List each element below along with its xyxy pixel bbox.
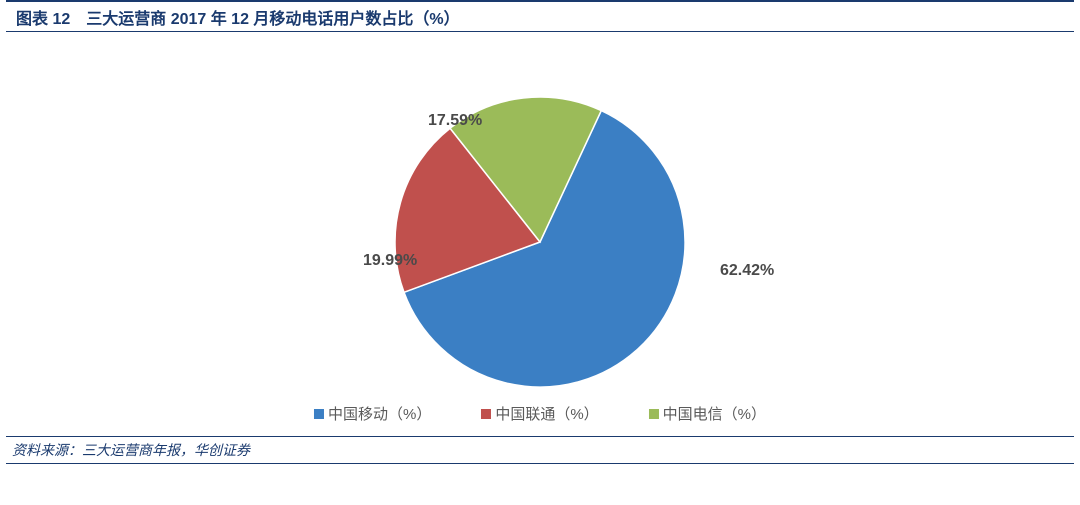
legend-label: 中国电信（%） — [663, 403, 766, 424]
pie-data-label: 62.42% — [720, 262, 774, 280]
chart-source: 资料来源：三大运营商年报，华创证券 — [12, 440, 250, 460]
legend-item: 中国移动（%） — [314, 403, 431, 424]
pie-data-label: 17.59% — [428, 112, 482, 130]
pie-chart-area: 62.42% 19.99% 17.59% 中国移动（%） 中国联通（%） 中国电信（%） — [0, 32, 1080, 432]
chart-title-bar: 图表 12 三大运营商 2017 年 12 月移动电话用户数占比（%） — [6, 0, 1074, 32]
legend-swatch — [314, 409, 324, 419]
legend-item: 中国联通（%） — [481, 403, 598, 424]
chart-legend: 中国移动（%） 中国联通（%） 中国电信（%） — [314, 403, 766, 424]
legend-label: 中国联通（%） — [495, 403, 598, 424]
legend-item: 中国电信（%） — [649, 403, 766, 424]
pie-chart — [0, 32, 1080, 432]
pie-data-label: 19.99% — [363, 252, 417, 270]
chart-source-bar: 资料来源：三大运营商年报，华创证券 — [6, 436, 1074, 464]
legend-swatch — [481, 409, 491, 419]
chart-title: 图表 12 三大运营商 2017 年 12 月移动电话用户数占比（%） — [16, 5, 460, 29]
legend-label: 中国移动（%） — [328, 403, 431, 424]
legend-swatch — [649, 409, 659, 419]
